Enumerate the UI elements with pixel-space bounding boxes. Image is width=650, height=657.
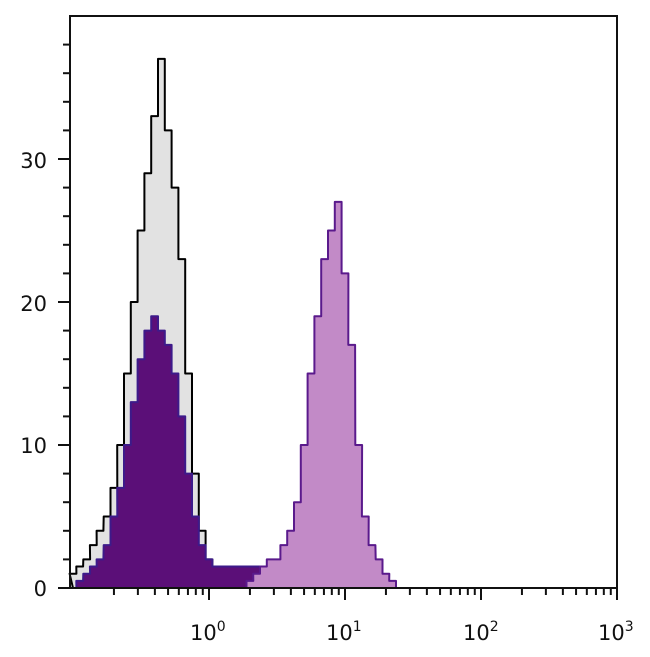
x-tick-label: 100 (190, 619, 226, 645)
y-tick-label: 0 (34, 577, 47, 601)
x-tick-label: 102 (463, 619, 499, 645)
y-tick-label: 30 (20, 149, 47, 173)
tick-labels: 0 10 20 30 100 101 102 103 (20, 149, 633, 645)
y-tick-label: 10 (20, 434, 47, 458)
ticks-layer (58, 43, 618, 600)
series-layer (68, 57, 418, 589)
y-tick-label: 20 (20, 292, 47, 316)
x-tick-label: 103 (598, 619, 634, 645)
x-tick-label: 101 (326, 619, 362, 645)
